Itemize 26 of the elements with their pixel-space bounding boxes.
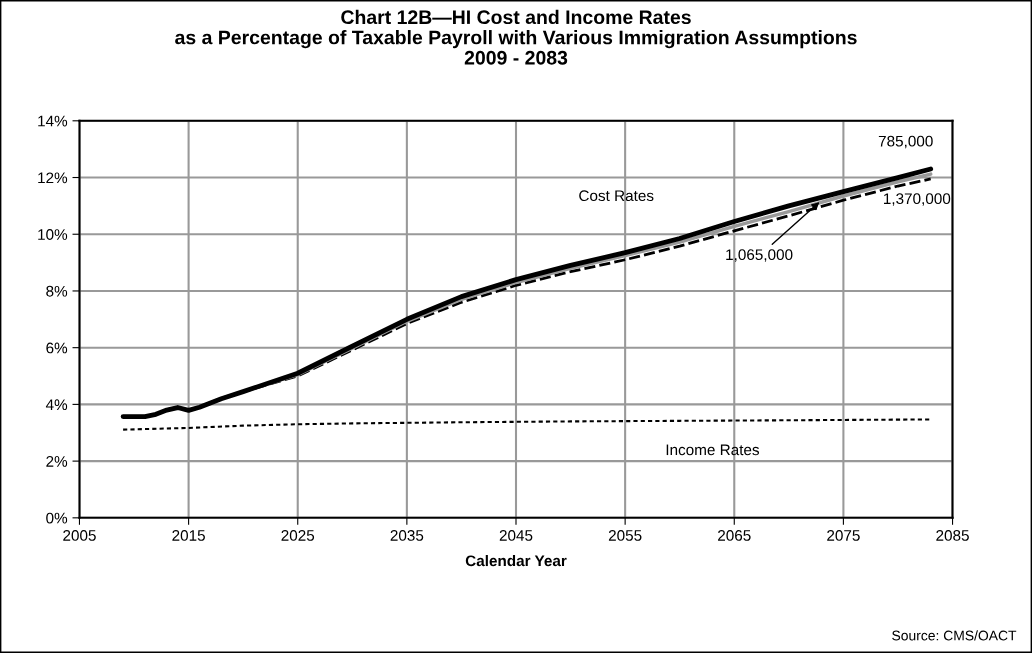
x-tick-label: 2075	[827, 530, 860, 541]
y-tick-label: 6%	[46, 342, 68, 354]
source-note: Source: CMS/OACT	[892, 630, 1017, 641]
x-tick-label: 2015	[172, 530, 205, 541]
x-tick-label: 2055	[608, 530, 642, 541]
x-tick-label: 2025	[281, 530, 315, 541]
x-tick-label: 2065	[718, 530, 751, 541]
annotation: 1,370,000	[884, 193, 951, 206]
x-tick-label: 2045	[499, 530, 533, 541]
annotation: 785,000	[878, 135, 933, 149]
annotation: Cost Rates	[579, 190, 654, 202]
y-tick-label: 10%	[38, 229, 68, 240]
annotation: Income Rates	[666, 444, 760, 456]
annotation: 1,065,000	[726, 249, 793, 262]
y-tick-label: 0%	[46, 512, 68, 524]
y-tick-label: 14%	[38, 115, 68, 127]
x-tick-label: 2005	[63, 530, 96, 541]
x-tick-label: 2035	[390, 530, 424, 541]
y-tick-label: 12%	[38, 172, 68, 184]
y-tick-label: 8%	[46, 285, 68, 297]
x-axis-title: Calendar Year	[465, 554, 567, 567]
y-tick-label: 4%	[45, 399, 68, 411]
x-tick-label: 2085	[936, 530, 969, 541]
line-series	[122, 418, 932, 431]
chart-title: Chart 12B—HI Cost and Income Rates as a Percentage of Taxable Payroll with Various Immigration Assumptions 2009 - 2083	[175, 9, 857, 65]
y-tick-label: 2%	[46, 455, 68, 467]
